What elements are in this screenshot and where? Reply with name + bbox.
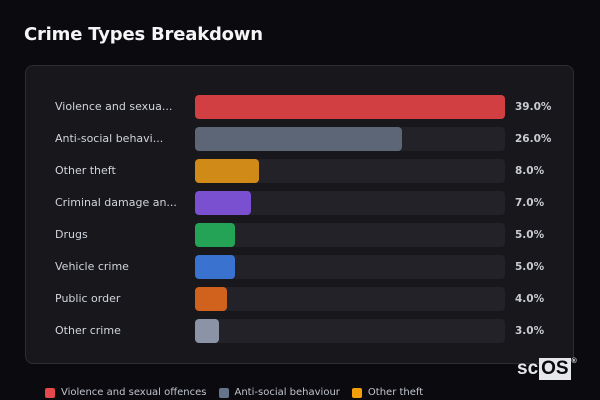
bar-label: Other crime [55,324,121,337]
chart-panel: Violence and sexua... 39.0% Anti-social be… [25,65,574,364]
scos-watermark: sc OS ® [517,358,577,380]
bar-label: Anti-social behavi... [55,132,164,145]
bar-row[interactable]: Other theft 8.0% [26,159,573,183]
bar-row[interactable]: Violence and sexua... 39.0% [26,95,573,119]
bar-fill[interactable] [195,95,505,119]
bar-fill[interactable] [195,159,259,183]
legend-item[interactable]: Violence and sexual offences [45,387,207,398]
bar-value: 3.0% [515,325,545,337]
bar-row[interactable]: Vehicle crime 5.0% [26,255,573,279]
bar-value: 26.0% [515,133,552,145]
bar-fill[interactable] [195,255,235,279]
legend-item[interactable]: Anti-social behaviour [218,387,340,398]
bar-track [195,319,505,343]
bar-row[interactable]: Public order 4.0% [26,287,573,311]
bar-row[interactable]: Anti-social behavi... 26.0% [26,127,573,151]
registered-icon: ® [571,358,577,365]
legend-label: Other theft [367,387,424,398]
bar-label: Drugs [55,228,88,241]
bar-track [195,287,505,311]
bar-label: Public order [55,292,121,305]
bar-track [195,127,505,151]
legend-label: Anti-social behaviour [234,387,340,398]
bar-fill[interactable] [195,191,251,215]
bar-value: 5.0% [515,229,545,241]
bar-value: 8.0% [515,165,545,177]
legend-swatch-icon [45,387,55,398]
bar-value: 4.0% [515,293,545,305]
bar-label: Other theft [55,164,116,177]
bar-track [195,159,505,183]
watermark-sc: sc [517,358,539,379]
legend-swatch-icon [218,387,229,398]
bar-row[interactable]: Criminal damage an... 7.0% [26,191,573,215]
bar-fill[interactable] [195,127,402,151]
bar-value: 5.0% [515,261,545,273]
bar-label: Criminal damage an... [55,196,177,209]
bar-label: Violence and sexua... [55,100,173,113]
bar-value: 39.0% [515,101,552,113]
watermark-os: OS [539,358,571,380]
bar-row[interactable]: Other crime 3.0% [26,319,573,343]
chart-legend: Violence and sexual offences Anti-social … [45,387,423,398]
bar-fill[interactable] [195,319,219,343]
bar-fill[interactable] [195,223,235,247]
bar-row[interactable]: Drugs 5.0% [26,223,573,247]
bar-label: Vehicle crime [55,260,129,273]
bar-track [195,255,505,279]
bar-value: 7.0% [515,197,545,209]
bar-track [195,191,505,215]
chart-title: Crime Types Breakdown [24,24,263,45]
legend-item[interactable]: Other theft [351,387,424,398]
bar-fill[interactable] [195,287,227,311]
legend-swatch-icon [351,387,362,398]
bar-track [195,95,505,119]
bar-track [195,223,505,247]
legend-label: Violence and sexual offences [61,387,207,398]
